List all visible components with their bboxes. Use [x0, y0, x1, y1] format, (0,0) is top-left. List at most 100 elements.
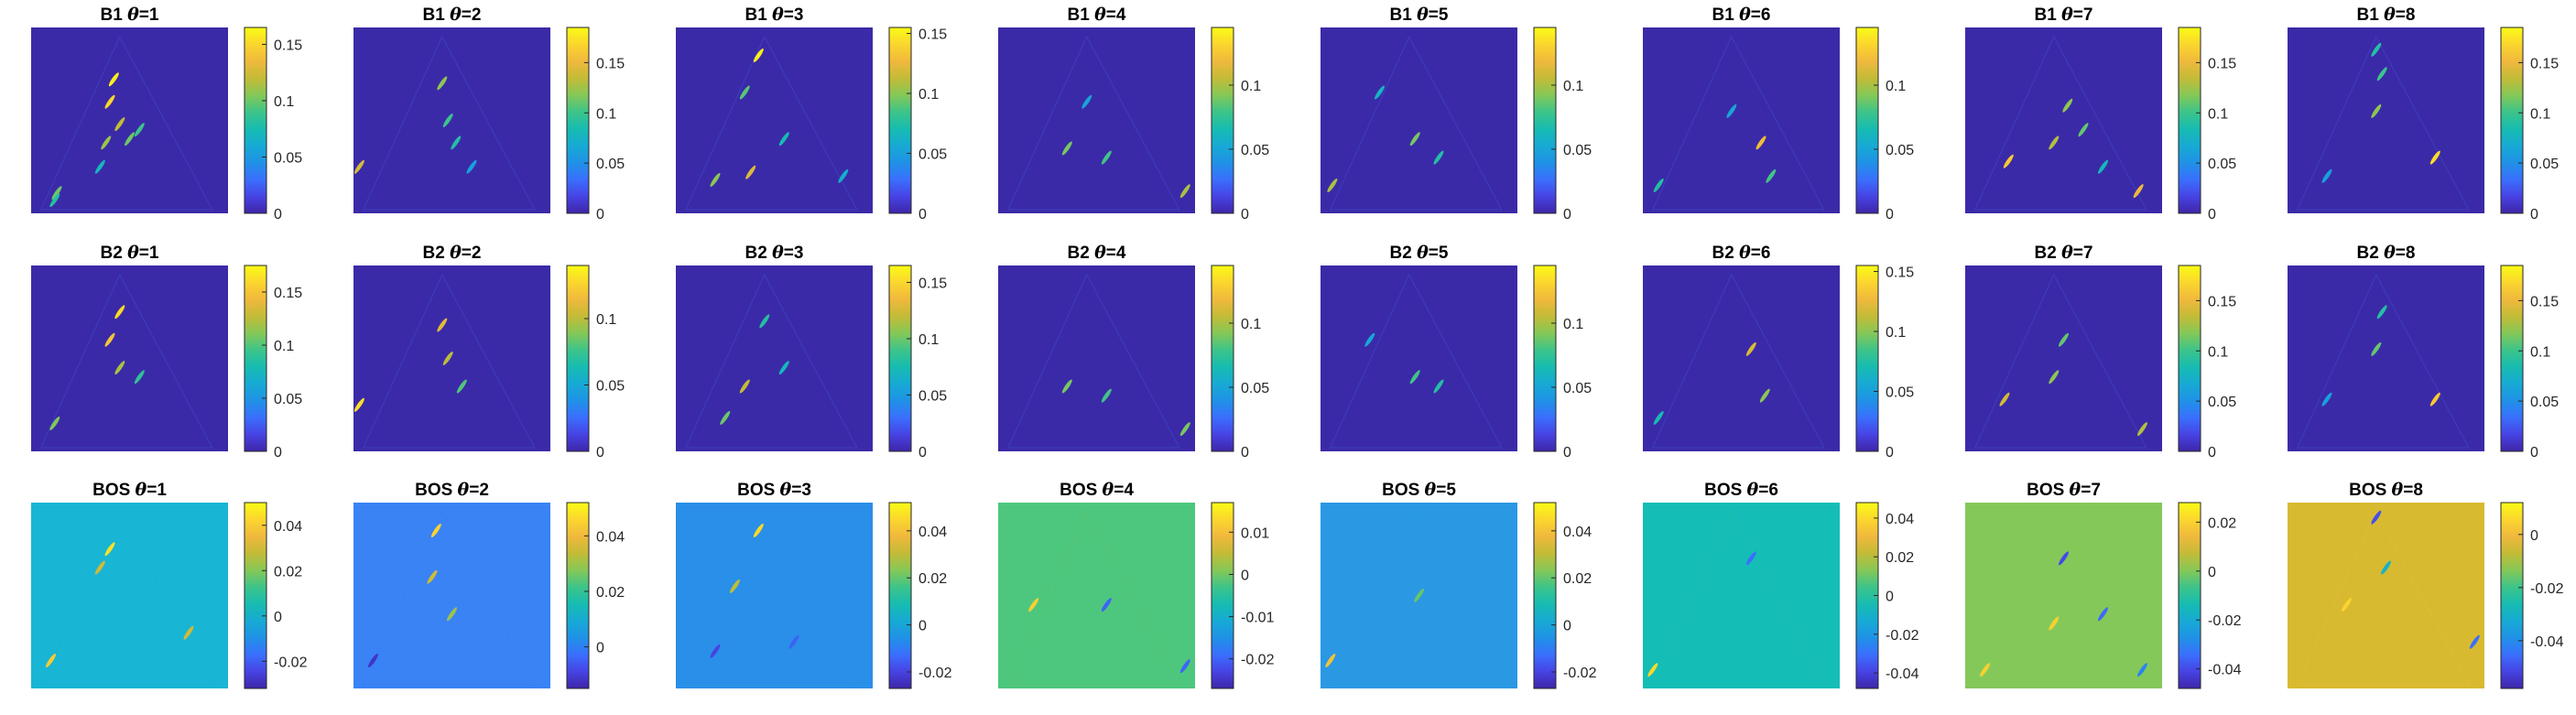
panel-title-prefix: BOS [2349, 481, 2391, 500]
colorbar-tick-label: -0.02 [2208, 613, 2242, 629]
heatmap-feature [1364, 332, 1375, 347]
heatmap-feature [442, 352, 453, 365]
panel-title: B1 θ=8 [2357, 5, 2416, 25]
panel-title: B2 θ=5 [1390, 243, 1449, 263]
heatmap-feature [46, 654, 56, 667]
panel-b1-4: B1 θ=4 0 0.05 0.1 [998, 5, 1269, 222]
heatmap-background [1321, 27, 1517, 213]
heatmap-background [676, 503, 873, 688]
texture-outline [1973, 36, 2147, 211]
panel-title-suffix: =4 [1114, 481, 1134, 500]
heatmap-feature [2376, 67, 2387, 81]
heatmap-background [998, 503, 1195, 688]
colorbar [1211, 27, 1234, 214]
colorbar [244, 265, 267, 452]
heatmap-feature [49, 417, 60, 430]
heatmap-feature [1745, 551, 1756, 566]
heatmap-feature [2062, 98, 2073, 113]
colorbar-tick-label: 0 [2530, 528, 2538, 544]
colorbar-tick-label: 0.1 [274, 94, 294, 110]
heatmap-feature [1101, 388, 1112, 403]
colorbar-tick-label: 0 [2208, 207, 2216, 222]
texture-outline [1329, 274, 1503, 449]
colorbar-tick-label: 0.1 [274, 339, 294, 354]
colorbar-tick-label: 0 [274, 610, 282, 625]
panel-title: BOS θ=1 [92, 480, 167, 500]
texture-outline [2296, 36, 2470, 211]
panel-title-suffix: =5 [1429, 5, 1449, 25]
panel-bos-3: BOS θ=3 -0.02 0 0.02 0.04 [676, 480, 952, 689]
panel-title-theta: θ [772, 243, 784, 263]
heatmap-feature [134, 370, 145, 385]
colorbar-tick-label: 0.05 [596, 379, 625, 395]
colorbar-tick-label: 0.04 [1886, 512, 1914, 527]
colorbar-tick-label: 0 [2208, 445, 2216, 460]
panel-title: B2 θ=4 [1068, 243, 1126, 263]
panel-title: BOS θ=4 [1060, 480, 1134, 500]
texture-outline [39, 511, 213, 686]
heatmap-background [2288, 503, 2484, 688]
panel-title: B1 θ=7 [2035, 5, 2093, 25]
colorbar-tick-label: 0 [1241, 445, 1249, 460]
heatmap-feature [739, 379, 750, 394]
panel-title-theta: θ [780, 480, 792, 500]
heatmap-background [353, 503, 550, 688]
heatmap-feature [778, 361, 789, 375]
panel-b1-8: B1 θ=8 0 0.05 0.1 0.15 [2288, 5, 2559, 222]
colorbar-tick-label: 0 [2530, 207, 2538, 222]
panel-title-prefix: BOS [2027, 481, 2069, 500]
panel-title-prefix: BOS [1060, 481, 1102, 500]
panel-title: B2 θ=2 [423, 243, 482, 263]
colorbar-tick-label: 0.04 [918, 525, 947, 540]
heatmap-feature [430, 524, 441, 537]
heatmap-background [998, 265, 1195, 451]
texture-outline [2296, 274, 2470, 449]
panel-title-suffix: =6 [1751, 244, 1771, 263]
panel-title-prefix: BOS [415, 481, 457, 500]
panel-title-theta: θ [2384, 243, 2396, 263]
colorbar-tick-label: 0.1 [1886, 325, 1906, 341]
panel-bos-2: BOS θ=2 0 0.02 0.04 [353, 480, 625, 689]
colorbar-tick-label: 0 [918, 445, 927, 460]
heatmap-feature [1179, 184, 1190, 199]
panel-title: B2 θ=8 [2357, 243, 2416, 263]
colorbar [566, 27, 590, 214]
colorbar-tick-label: 0.15 [2530, 56, 2559, 71]
heatmap-feature [49, 193, 60, 208]
colorbar-tick-label: 0 [918, 619, 927, 634]
heatmap-background [2288, 27, 2484, 213]
texture-outline [1651, 36, 1825, 211]
colorbar [1855, 27, 1879, 214]
texture-outline [362, 274, 536, 449]
heatmap-feature [1179, 659, 1190, 674]
colorbar-tick-label: 0.15 [596, 56, 625, 71]
heatmap-feature [2049, 370, 2060, 385]
colorbar-tick-label: 0.01 [1241, 525, 1269, 541]
colorbar [1533, 27, 1557, 214]
colorbar-tick-label: 0.15 [918, 27, 947, 43]
panel-bos-4: BOS θ=4 -0.02 -0.01 0 0.01 [998, 480, 1275, 689]
heatmap-feature [838, 168, 849, 183]
heatmap-background [676, 265, 873, 451]
heatmap-background [1965, 265, 2162, 451]
colorbar-tick-label: -0.02 [1241, 653, 1275, 668]
panel-bos-1: BOS θ=1 -0.02 0 0.02 0.04 [31, 480, 308, 689]
colorbar-tick-label: 0 [1241, 207, 1249, 222]
panel-bos-5: BOS θ=5 -0.02 0 0.02 0.04 [1321, 480, 1597, 689]
colorbar [1533, 265, 1557, 452]
colorbar-tick-label: 0 [2208, 565, 2216, 580]
panel-title: B1 θ=4 [1068, 5, 1126, 25]
heatmap-feature [104, 542, 115, 557]
heatmap-feature [759, 314, 770, 329]
panel-title-prefix: BOS [737, 481, 779, 500]
heatmap-feature [447, 607, 457, 622]
heatmap-feature [114, 361, 125, 375]
panel-b2-7: B2 θ=7 0 0.05 0.1 0.15 [1965, 243, 2236, 460]
panel-title-suffix: =3 [784, 244, 804, 263]
heatmap-feature [2321, 168, 2332, 183]
texture-outline [1006, 511, 1180, 686]
heatmap-feature [1433, 150, 1444, 165]
heatmap-feature [442, 114, 453, 127]
colorbar [1855, 265, 1879, 452]
texture-outline [1329, 36, 1503, 211]
